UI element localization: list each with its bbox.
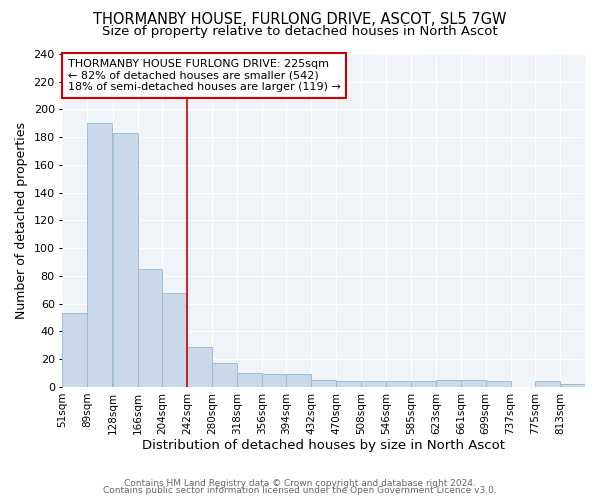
Y-axis label: Number of detached properties: Number of detached properties <box>15 122 28 319</box>
Text: THORMANBY HOUSE, FURLONG DRIVE, ASCOT, SL5 7GW: THORMANBY HOUSE, FURLONG DRIVE, ASCOT, S… <box>93 12 507 28</box>
Bar <box>113 133 137 387</box>
Bar <box>361 382 386 387</box>
Bar <box>411 382 436 387</box>
Bar <box>286 374 311 387</box>
Bar <box>535 382 560 387</box>
Bar <box>262 374 286 387</box>
Bar <box>486 382 511 387</box>
Bar <box>187 346 212 387</box>
Bar <box>461 380 486 387</box>
Bar <box>436 380 461 387</box>
Bar <box>212 364 237 387</box>
Bar <box>237 373 262 387</box>
Bar <box>311 380 336 387</box>
Bar <box>62 314 87 387</box>
Text: Contains HM Land Registry data © Crown copyright and database right 2024.: Contains HM Land Registry data © Crown c… <box>124 478 476 488</box>
Bar <box>163 292 187 387</box>
Text: THORMANBY HOUSE FURLONG DRIVE: 225sqm
← 82% of detached houses are smaller (542): THORMANBY HOUSE FURLONG DRIVE: 225sqm ← … <box>68 59 341 92</box>
X-axis label: Distribution of detached houses by size in North Ascot: Distribution of detached houses by size … <box>142 440 505 452</box>
Bar <box>336 382 361 387</box>
Bar <box>137 269 163 387</box>
Bar <box>386 382 410 387</box>
Text: Size of property relative to detached houses in North Ascot: Size of property relative to detached ho… <box>102 25 498 38</box>
Bar <box>560 384 585 387</box>
Text: Contains public sector information licensed under the Open Government Licence v3: Contains public sector information licen… <box>103 486 497 495</box>
Bar <box>87 124 112 387</box>
